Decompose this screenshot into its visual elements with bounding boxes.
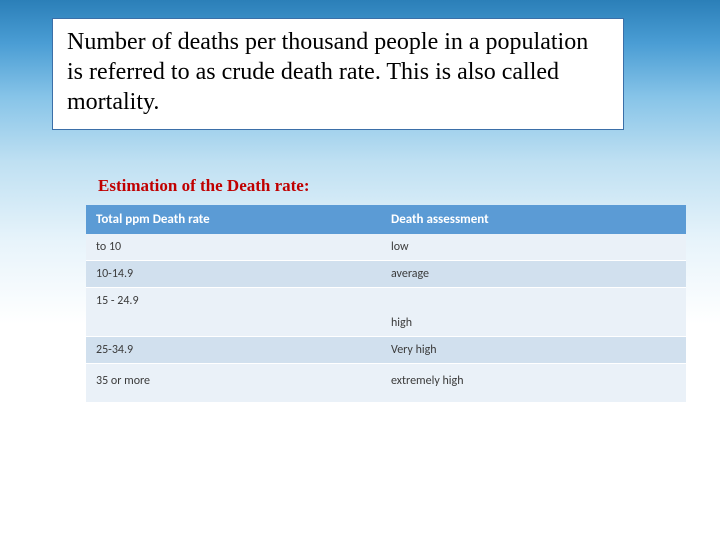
header-col-assessment: Death assessment <box>381 205 686 234</box>
title-box: Number of deaths per thousand people in … <box>52 18 624 130</box>
death-rate-table: Total ppm Death rate Death assessment to… <box>86 205 686 403</box>
cell-assessment: average <box>381 261 686 287</box>
table-row: 15 - 24.9 high <box>86 288 686 337</box>
table-header: Total ppm Death rate Death assessment <box>86 205 686 234</box>
cell-rate: 35 or more <box>86 364 381 402</box>
cell-rate: 25-34.9 <box>86 337 381 363</box>
cell-rate: 15 - 24.9 <box>86 288 381 336</box>
subtitle: Estimation of the Death rate: <box>98 176 310 196</box>
header-col-rate: Total ppm Death rate <box>86 205 381 234</box>
table-row: 25-34.9 Very high <box>86 337 686 364</box>
cell-assessment: low <box>381 234 686 260</box>
cell-assessment: Very high <box>381 337 686 363</box>
cell-assessment: high <box>381 288 686 336</box>
cell-rate: to 10 <box>86 234 381 260</box>
cell-assessment: extremely high <box>381 364 686 402</box>
table-row: to 10 low <box>86 234 686 261</box>
cell-rate: 10-14.9 <box>86 261 381 287</box>
table-row: 35 or more extremely high <box>86 364 686 403</box>
table-row: 10-14.9 average <box>86 261 686 288</box>
title-text: Number of deaths per thousand people in … <box>67 29 588 115</box>
